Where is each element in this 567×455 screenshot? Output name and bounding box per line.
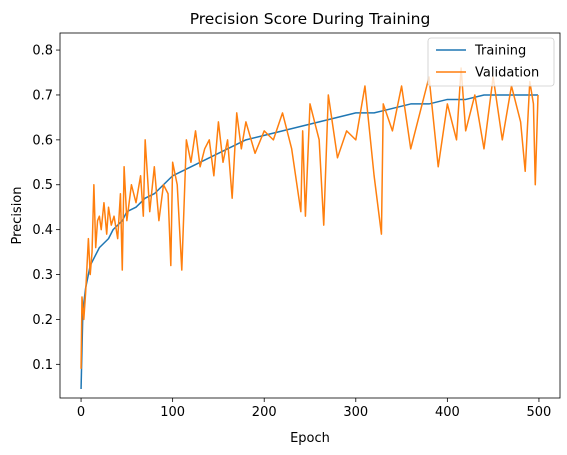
x-tick-label: 100 [160,405,185,420]
plot-background [60,33,560,398]
x-tick-label: 0 [77,405,85,420]
x-tick-label: 300 [343,405,368,420]
y-tick-label: 0.1 [32,358,53,373]
x-axis-title: Epoch [290,431,330,446]
y-tick-label: 0.6 [32,133,53,148]
x-tick-label: 500 [527,405,552,420]
y-tick-label: 0.7 [32,88,53,103]
series-layer [80,67,539,390]
y-axis-title: Precision [10,186,25,244]
legend-label-validation: Validation [475,66,539,81]
y-tick-label: 0.4 [32,223,53,238]
y-tick-label: 0.8 [32,44,53,59]
legend-label-training: Training [474,44,526,59]
y-tick-label: 0.3 [32,268,53,283]
y-tick-label: 0.5 [32,178,53,193]
x-tick-label: 400 [435,405,460,420]
y-axis: 0.1 0.2 0.3 0.4 0.5 0.6 0.7 0.8 [32,44,60,373]
x-tick-label: 200 [252,405,277,420]
plot-area [59,32,561,399]
plot-frame [59,32,561,399]
legend: Training Validation [427,37,555,87]
series-line-validation [80,67,539,369]
y-tick-label: 0.2 [32,313,53,328]
chart-title: Precision Score During Training [190,10,431,28]
series-line-training [80,94,539,390]
x-axis: 0 100 200 300 400 500 [77,398,551,420]
